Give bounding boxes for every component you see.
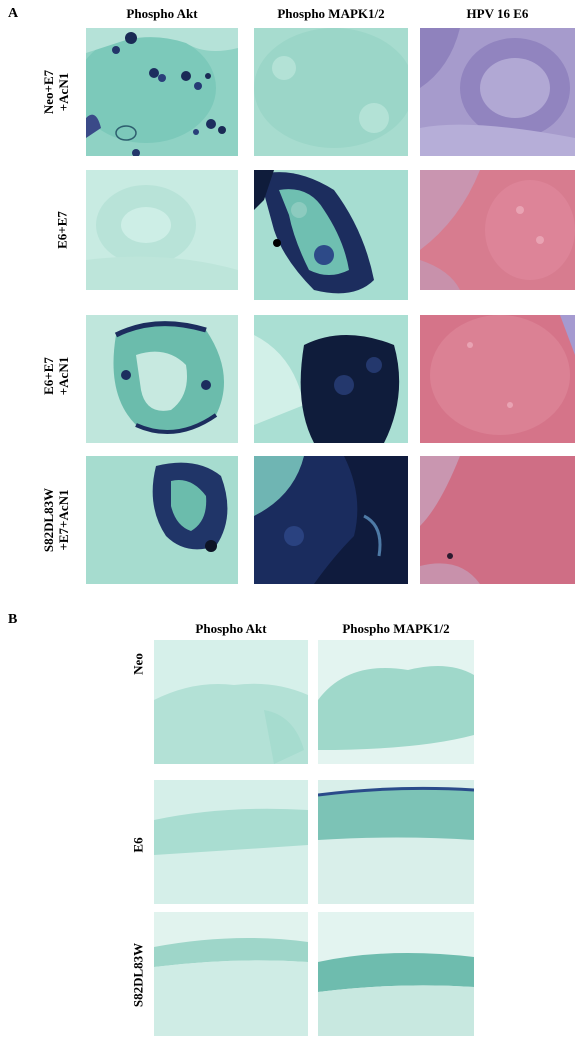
micrograph-e6-e6-e7-acn1: [420, 315, 575, 443]
panel-a-col-header-akt: Phospho Akt: [126, 6, 198, 21]
micrograph-b-mapk-e6: [318, 780, 474, 904]
micrograph-b-akt-neo: [154, 640, 308, 764]
micrograph-akt-e6-e7-acn1: [86, 315, 238, 443]
micrograph-akt-s82dl83w-e7-acn1: [86, 456, 238, 584]
panel-a-col-header-mapk: Phospho MAPK1/2: [277, 6, 385, 21]
panel-a-row-label-2: E6+E7: [55, 211, 70, 249]
micrograph-akt-e6-e7: [86, 170, 238, 290]
row-label-line: E6: [130, 837, 146, 853]
micrograph-e6-s82dl83w-e7-acn1: [420, 456, 575, 584]
row-label-line: +AcN1: [56, 356, 71, 396]
row-label-line: E6+E7: [54, 211, 70, 249]
micrograph-mapk-s82dl83w-e7-acn1: [254, 456, 408, 584]
row-label-line: Neo+E7: [41, 69, 56, 115]
micrograph-mapk-e6-e7: [254, 170, 408, 300]
micrograph-b-mapk-neo: [318, 640, 474, 764]
micrograph-b-mapk-s82dl83w: [318, 912, 474, 1036]
panel-b-row-label-2: E6: [131, 837, 146, 852]
micrograph-mapk-neo-e7-acn1: [254, 28, 408, 156]
row-label-line: +AcN1: [56, 72, 71, 112]
panel-a-col-header-e6: HPV 16 E6: [466, 6, 529, 21]
micrograph-akt-neo-e7-acn1: [86, 28, 238, 156]
panel-a-row-label-3: E6+E7 +AcN1: [41, 357, 71, 395]
micrograph-mapk-e6-e7-acn1: [254, 315, 408, 443]
micrograph-e6-neo-e7-acn1: [420, 28, 575, 156]
panel-a-letter: A: [8, 6, 19, 21]
row-label-line: S82DL83W: [130, 942, 146, 1008]
panel-b-col-header-mapk: Phospho MAPK1/2: [342, 621, 450, 636]
row-label-line: +E7+AcN1: [56, 489, 71, 551]
micrograph-b-akt-e6: [154, 780, 308, 904]
row-label-line: Neo: [130, 653, 146, 675]
panel-b-col-header-akt: Phospho Akt: [195, 621, 267, 636]
panel-b-row-label-1: Neo: [131, 653, 146, 675]
panel-b-row-label-3: S82DL83W: [131, 943, 146, 1007]
row-label-line: S82DL83W: [41, 487, 56, 553]
micrograph-b-akt-s82dl83w: [154, 912, 308, 1036]
row-label-line: E6+E7: [41, 357, 56, 395]
panel-b-letter: B: [8, 612, 18, 627]
panel-a-row-label-1: Neo+E7 +AcN1: [41, 70, 71, 114]
micrograph-e6-e6-e7: [420, 170, 575, 290]
panel-a-row-label-4: S82DL83W +E7+AcN1: [41, 488, 71, 552]
